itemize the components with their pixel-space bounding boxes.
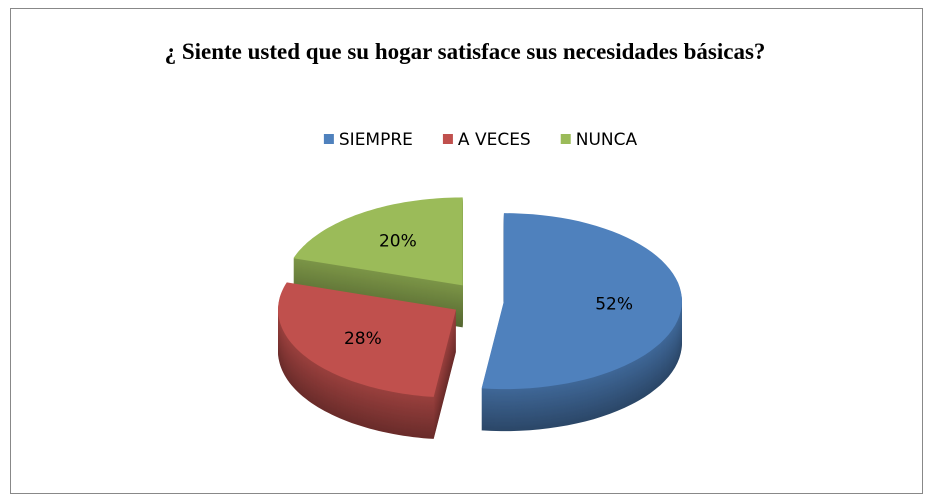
pie: 52% 28% 20% [278, 197, 682, 439]
slice [481, 213, 682, 390]
legend-label: NUNCA [576, 130, 638, 150]
legend-label: SIEMPRE [339, 130, 413, 150]
legend: SIEMPRE A VECES NUNCA [323, 130, 638, 150]
legend-swatch [442, 134, 453, 144]
legend-swatch [560, 134, 571, 144]
data-label: 20% [379, 231, 417, 251]
data-label: 52% [595, 295, 633, 315]
legend-swatch [323, 134, 334, 144]
chart-title: ¿ Siente usted que su hogar satisface su… [164, 39, 766, 64]
chart-border [10, 8, 923, 494]
data-label: 28% [344, 329, 382, 349]
slice [278, 282, 456, 397]
slice [293, 197, 463, 286]
legend-label: A VECES [458, 130, 531, 150]
